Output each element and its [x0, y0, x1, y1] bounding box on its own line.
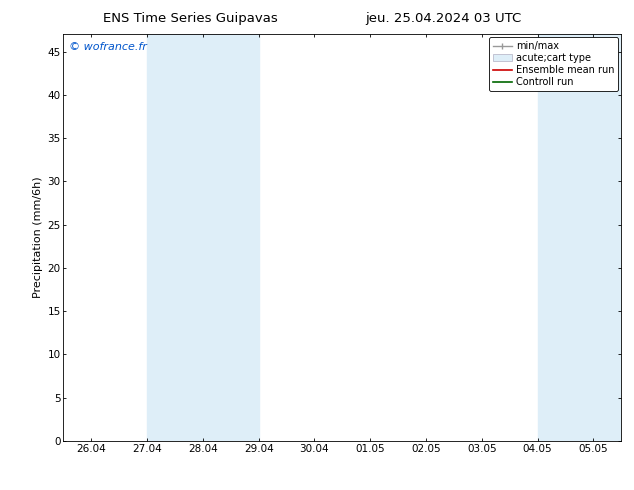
Y-axis label: Precipitation (mm/6h): Precipitation (mm/6h): [33, 177, 43, 298]
Text: ENS Time Series Guipavas: ENS Time Series Guipavas: [103, 12, 278, 25]
Legend: min/max, acute;cart type, Ensemble mean run, Controll run: min/max, acute;cart type, Ensemble mean …: [489, 37, 618, 91]
Text: © wofrance.fr: © wofrance.fr: [69, 43, 147, 52]
Text: jeu. 25.04.2024 03 UTC: jeu. 25.04.2024 03 UTC: [366, 12, 522, 25]
Bar: [147, 34, 259, 441]
Bar: [538, 34, 621, 441]
